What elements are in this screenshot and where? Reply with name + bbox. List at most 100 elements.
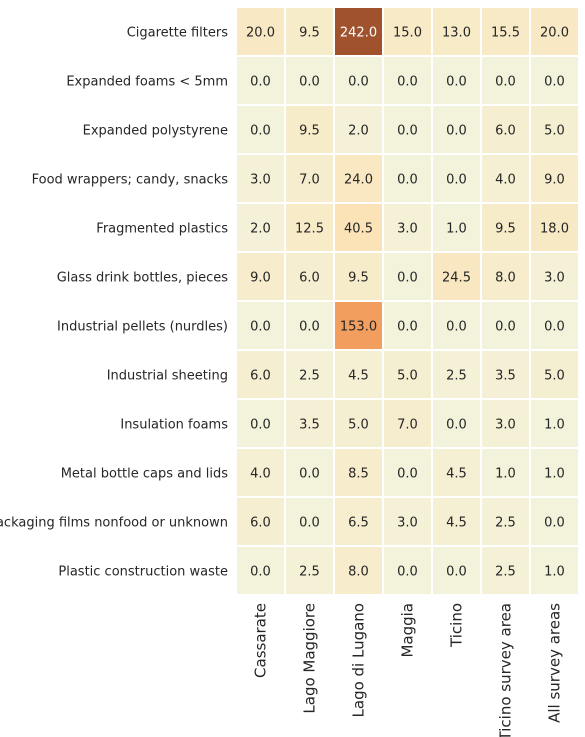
heatmap-cell — [431, 349, 482, 400]
cell-value-label: 0.0 — [544, 516, 565, 531]
cell-value-label: 8.0 — [495, 271, 516, 286]
cell-value-label: 0.0 — [299, 75, 320, 90]
row-tick-label: Plastic construction waste — [58, 565, 228, 580]
heatmap-cell — [284, 153, 335, 204]
cell-value-label: 0.0 — [446, 565, 467, 580]
cell-value-label: 7.0 — [397, 418, 418, 433]
row-tick-label: Industrial pellets (nurdles) — [57, 320, 228, 335]
cell-value-label: 8.0 — [348, 565, 369, 580]
heatmap-cell — [333, 496, 384, 547]
cell-value-label: 0.0 — [495, 320, 516, 335]
cell-value-label: 2.5 — [446, 369, 467, 384]
cell-value-label: 0.0 — [446, 173, 467, 188]
column-tick-label: Lago Maggiore — [301, 603, 319, 714]
cell-value-label: 6.0 — [495, 124, 516, 139]
cell-value-label: 2.5 — [299, 369, 320, 384]
cell-value-label: 4.5 — [348, 369, 369, 384]
column-tick-label: Maggia — [399, 603, 417, 658]
cell-value-label: 1.0 — [544, 467, 565, 482]
cell-value-label: 0.0 — [397, 271, 418, 286]
cell-value-label: 15.0 — [393, 26, 422, 41]
cell-value-label: 242.0 — [340, 26, 377, 41]
cell-value-label: 0.0 — [250, 320, 271, 335]
cell-value-label: 2.0 — [250, 222, 271, 237]
column-tick-label: Lago di Lugano — [350, 603, 368, 717]
heatmap-cell — [480, 153, 531, 204]
cell-value-label: 0.0 — [544, 320, 565, 335]
heatmap-cell — [382, 447, 433, 498]
cell-value-label: 0.0 — [397, 565, 418, 580]
heatmap-cell — [235, 447, 286, 498]
cell-value-label: 4.0 — [250, 467, 271, 482]
cell-value-label: 153.0 — [340, 320, 377, 335]
cell-value-label: 18.0 — [540, 222, 569, 237]
row-tick-label: Insulation foams — [120, 418, 228, 433]
heatmap-cell — [382, 300, 433, 351]
row-tick-label: Packaging films nonfood or unknown — [0, 516, 228, 531]
cell-value-label: 0.0 — [446, 320, 467, 335]
heatmap-cell — [333, 398, 384, 449]
cell-value-label: 9.5 — [495, 222, 516, 237]
cell-value-label: 0.0 — [250, 418, 271, 433]
heatmap-cell — [382, 545, 433, 596]
heatmap-cell — [284, 545, 335, 596]
cell-value-label: 12.5 — [295, 222, 324, 237]
heatmap-cell — [480, 447, 531, 498]
cell-value-label: 3.0 — [544, 271, 565, 286]
cell-value-label: 24.5 — [442, 271, 471, 286]
cell-value-label: 2.5 — [299, 565, 320, 580]
cell-value-label: 20.0 — [540, 26, 569, 41]
cell-value-label: 0.0 — [397, 173, 418, 188]
cell-value-label: 0.0 — [397, 320, 418, 335]
cell-value-label: 9.5 — [348, 271, 369, 286]
cell-value-label: 8.5 — [348, 467, 369, 482]
cell-value-label: 13.0 — [442, 26, 471, 41]
row-tick-label: Expanded polystyrene — [83, 124, 228, 139]
row-tick-label: Food wrappers; candy, snacks — [32, 173, 229, 188]
cell-value-label: 0.0 — [299, 516, 320, 531]
cell-value-label: 2.5 — [495, 565, 516, 580]
heatmap-cell — [284, 496, 335, 547]
heatmap-cell — [333, 202, 384, 253]
cell-value-label: 2.0 — [348, 124, 369, 139]
cell-value-label: 0.0 — [495, 75, 516, 90]
heatmap-cell — [235, 545, 286, 596]
cell-value-label: 3.0 — [495, 418, 516, 433]
cell-value-label: 1.0 — [446, 222, 467, 237]
cell-value-label: 0.0 — [397, 75, 418, 90]
cell-value-label: 0.0 — [250, 565, 271, 580]
cell-value-label: 7.0 — [299, 173, 320, 188]
heatmap-cell — [480, 349, 531, 400]
heatmap-cell — [431, 545, 482, 596]
cell-value-label: 15.5 — [491, 26, 520, 41]
row-tick-label: Fragmented plastics — [96, 222, 228, 237]
heatmap-cell — [431, 104, 482, 155]
cell-value-label: 4.5 — [446, 467, 467, 482]
cell-value-label: 0.0 — [299, 467, 320, 482]
heatmap-cell — [284, 251, 335, 302]
cell-value-label: 0.0 — [397, 124, 418, 139]
column-tick-label: Cassarate — [252, 603, 270, 678]
cell-value-label: 9.5 — [299, 26, 320, 41]
cell-value-label: 6.0 — [299, 271, 320, 286]
heatmap-cell — [529, 545, 580, 596]
cell-value-label: 1.0 — [544, 418, 565, 433]
cell-value-label: 5.0 — [348, 418, 369, 433]
heatmap-cell — [235, 55, 286, 106]
heatmap-cell — [431, 55, 482, 106]
cell-value-label: 0.0 — [446, 75, 467, 90]
cell-value-label: 9.0 — [250, 271, 271, 286]
heatmap-cell — [235, 349, 286, 400]
column-tick-label: All survey areas — [546, 603, 564, 723]
cell-value-label: 3.0 — [250, 173, 271, 188]
cell-value-label: 0.0 — [544, 75, 565, 90]
heatmap-cell — [333, 104, 384, 155]
cell-value-label: 3.5 — [495, 369, 516, 384]
heatmap-cell — [480, 104, 531, 155]
cell-value-label: 5.0 — [544, 124, 565, 139]
cell-value-label: 4.0 — [495, 173, 516, 188]
heatmap-cell — [431, 398, 482, 449]
heatmap-cell — [333, 300, 384, 351]
heatmap-cell — [480, 300, 531, 351]
